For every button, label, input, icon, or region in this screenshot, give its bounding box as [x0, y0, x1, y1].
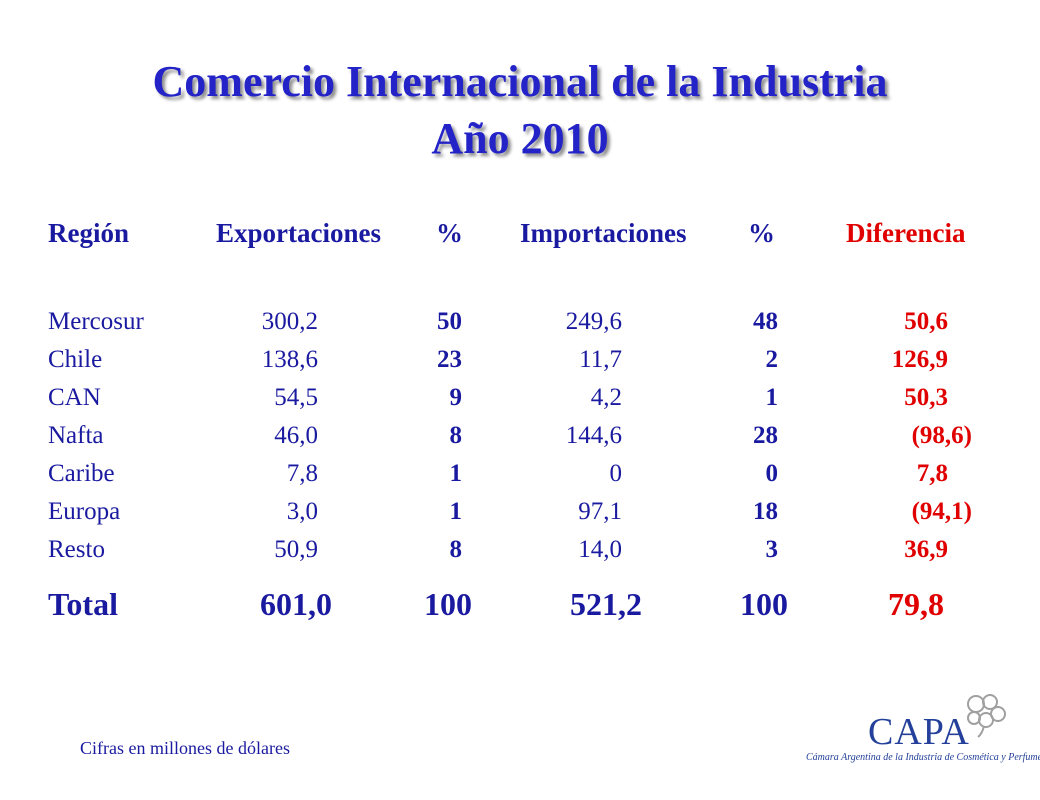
logo-name: CAPA — [868, 711, 970, 753]
cell-difference: (94,1) — [911, 498, 972, 525]
cell-exports-pct: 23 — [437, 346, 462, 373]
cell-difference: (98,6) — [911, 422, 972, 449]
cell-region: Chile — [48, 346, 103, 373]
cell-region: Europa — [48, 498, 121, 525]
table-row: Europa 3,0 1 97,1 18 (94,1) — [0, 498, 1040, 534]
header-difference: Diferencia — [846, 218, 966, 248]
cell-total-exports: 601,0 — [260, 586, 332, 622]
cell-imports: 97,1 — [578, 498, 622, 525]
cell-region: Caribe — [48, 460, 115, 487]
cell-exports-pct: 50 — [437, 308, 462, 335]
cell-region: CAN — [48, 384, 101, 411]
cell-region: Mercosur — [48, 308, 144, 335]
header-region: Región — [48, 218, 129, 248]
cell-exports: 7,8 — [286, 460, 318, 487]
cell-difference: 36,9 — [904, 536, 948, 563]
cell-exports: 3,0 — [286, 498, 318, 525]
page-subtitle-year: Año 2010 — [431, 114, 609, 163]
cell-imports-pct: 3 — [765, 536, 779, 563]
cell-total-label: Total — [48, 586, 118, 622]
table-row: Chile 138,6 23 11,7 2 126,9 — [0, 346, 1040, 382]
table-row: Nafta 46,0 8 144,6 28 (98,6) — [0, 422, 1040, 458]
cell-imports: 144,6 — [565, 422, 622, 449]
header-imports-pct: % — [748, 218, 775, 248]
cell-imports-pct: 1 — [765, 384, 779, 411]
header-imports: Importaciones — [520, 218, 687, 248]
header-exports-pct: % — [436, 218, 463, 248]
cell-imports-pct: 28 — [753, 422, 778, 449]
cell-exports: 50,9 — [274, 536, 318, 563]
cell-difference: 50,3 — [904, 384, 948, 411]
cell-imports: 4,2 — [590, 384, 622, 411]
cell-exports: 46,0 — [274, 422, 318, 449]
cell-difference: 126,9 — [891, 346, 948, 373]
cell-exports: 300,2 — [261, 308, 318, 335]
capa-logo: CAPA Cámara Argentina de la Industria de… — [806, 690, 1040, 770]
cell-difference: 7,8 — [916, 460, 948, 487]
logo-subtitle: Cámara Argentina de la Industria de Cosm… — [806, 752, 1040, 763]
flower-icon — [967, 694, 1006, 738]
footnote: Cifras en millones de dólares — [80, 738, 290, 758]
cell-imports: 0 — [609, 460, 623, 487]
table-row: Resto 50,9 8 14,0 3 36,9 — [0, 536, 1040, 572]
cell-exports-pct: 1 — [449, 498, 463, 525]
cell-total-imports: 521,2 — [570, 586, 642, 622]
cell-exports-pct: 9 — [449, 384, 463, 411]
cell-imports-pct: 48 — [753, 308, 778, 335]
cell-exports-pct: 1 — [449, 460, 463, 487]
cell-exports-pct: 8 — [449, 422, 463, 449]
cell-difference: 50,6 — [904, 308, 948, 335]
cell-total-exports-pct: 100 — [424, 586, 472, 622]
cell-imports-pct: 2 — [765, 346, 779, 373]
cell-total-difference: 79,8 — [888, 586, 944, 622]
cell-imports-pct: 0 — [765, 460, 779, 487]
cell-exports: 54,5 — [274, 384, 318, 411]
table-row: Mercosur 300,2 50 249,6 48 50,6 — [0, 308, 1040, 344]
table-row: Caribe 7,8 1 0 0 7,8 — [0, 460, 1040, 496]
cell-imports-pct: 18 — [753, 498, 778, 525]
cell-total-imports-pct: 100 — [740, 586, 788, 622]
cell-region: Resto — [48, 536, 105, 563]
cell-imports: 249,6 — [565, 308, 622, 335]
cell-imports: 14,0 — [578, 536, 622, 563]
cell-region: Nafta — [48, 422, 104, 449]
cell-exports-pct: 8 — [449, 536, 463, 563]
page-title: Comercio Internacional de la Industria — [152, 57, 888, 106]
cell-imports: 11,7 — [579, 346, 622, 373]
table-row: CAN 54,5 9 4,2 1 50,3 — [0, 384, 1040, 420]
cell-exports: 138,6 — [261, 346, 318, 373]
table-total-row: Total 601,0 100 521,2 100 79,8 — [0, 586, 1040, 622]
header-exports: Exportaciones — [216, 218, 381, 248]
